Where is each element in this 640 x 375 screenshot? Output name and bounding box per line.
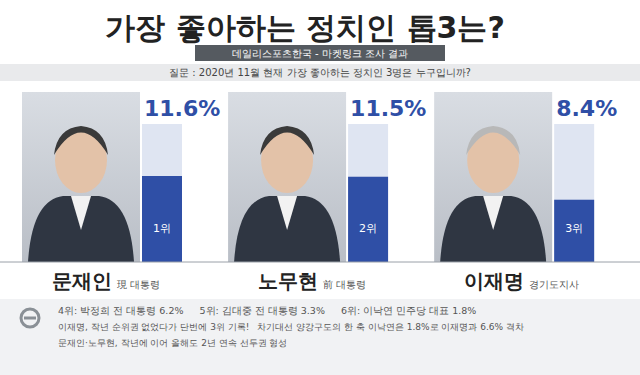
subtitle: 데일리스포츠한국 - 마켓링크 조사 결과	[232, 48, 408, 59]
photo	[434, 92, 552, 262]
footer-band	[0, 299, 640, 375]
bar	[142, 176, 182, 262]
bar-backdrop	[554, 124, 594, 262]
footer-note: 차기대선 양강구도의 한 축 이낙연은 1.8%로 이재명과 6.6% 격차	[257, 322, 524, 332]
category-label-group: 노무현 前 대통령	[258, 269, 366, 293]
photo-suit	[28, 196, 134, 262]
data-label: 11.6%	[144, 96, 220, 121]
footer-note: 5위: 김대중 전 대통령 3.3%	[199, 305, 324, 316]
subtitle-band	[195, 45, 445, 61]
category-label-group: 문재인 現 대통령	[52, 269, 160, 293]
category-note: 現 대통령	[117, 279, 160, 290]
photo	[228, 92, 346, 262]
photo-shirt	[277, 196, 297, 230]
bar-backdrop	[348, 124, 388, 262]
bars	[142, 176, 594, 262]
chart: 가장 좋아하는 정치인 톱3는? 데일리스포츠한국 - 마켓링크 조사 결과질문 …	[0, 0, 640, 375]
photo-hair	[54, 126, 108, 155]
rank-label: 1위	[153, 222, 171, 235]
question-band	[0, 64, 640, 81]
bar-backdrop	[142, 124, 182, 262]
baseline	[0, 262, 640, 263]
footer-note: 4위: 박정희 전 대통령 6.2%	[58, 305, 183, 316]
footer-note: 6위: 이낙연 민주당 대표 1.8%	[341, 305, 476, 316]
data-label: 8.4%	[556, 96, 617, 121]
logo	[21, 309, 39, 327]
footer-note: 문재인·노무현, 작년에 이어 올해도 2년 연속 선두권 형성	[58, 338, 287, 348]
rank-label: 3위	[565, 222, 583, 235]
photo-shirt	[483, 196, 503, 230]
photo-face	[261, 127, 313, 193]
question: 질문 : 2020년 11월 현재 가장 좋아하는 정치인 3명은 누구입니까?	[169, 67, 471, 78]
photo-face	[55, 127, 107, 193]
bar	[348, 177, 388, 262]
photo-frame	[22, 92, 140, 262]
category-note: 前 대통령	[323, 279, 366, 290]
category-label: 문재인	[52, 269, 112, 293]
photo-hair	[260, 126, 314, 155]
category-label: 노무현	[258, 269, 318, 293]
photo-suit	[234, 196, 340, 262]
photo-shirt	[71, 196, 91, 230]
photo-face	[467, 127, 519, 193]
photo-hair	[466, 126, 520, 155]
title: 가장 좋아하는 정치인 톱3는?	[105, 10, 505, 45]
footer-note: 이재명, 작년 순위권 없었다가 단번에 3위 기록!	[58, 322, 249, 332]
bar	[554, 200, 594, 262]
category-label-group: 이재명 경기도지사	[464, 269, 579, 293]
rank-label: 2위	[359, 222, 377, 235]
photo	[22, 92, 140, 262]
background	[0, 0, 640, 375]
photo-frame	[434, 92, 552, 262]
photo-suit	[440, 196, 546, 262]
logo-bar	[24, 317, 36, 320]
category-label: 이재명	[464, 269, 524, 293]
data-label: 11.5%	[350, 96, 426, 121]
category-note: 경기도지사	[529, 279, 579, 290]
photo-frame	[228, 92, 346, 262]
